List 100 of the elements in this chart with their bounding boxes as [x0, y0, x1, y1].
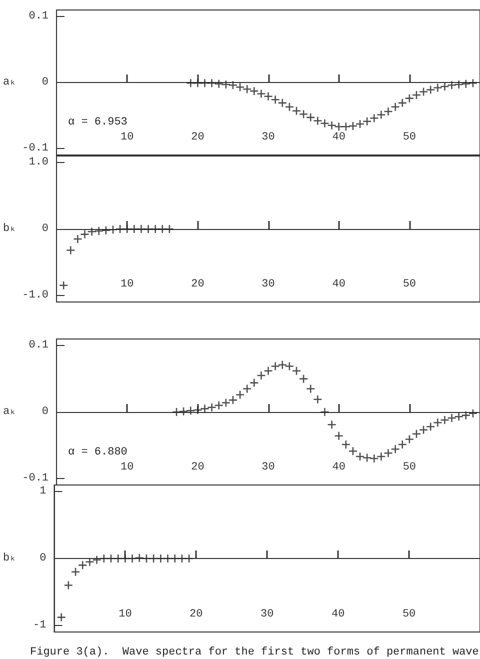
point — [377, 110, 386, 119]
point — [74, 234, 82, 243]
y-tick-label: 0.1 — [28, 340, 49, 352]
point — [468, 409, 477, 418]
y-tick-label: 0.1 — [28, 10, 49, 23]
point — [391, 102, 400, 111]
point — [278, 360, 286, 369]
x-tick-label: 10 — [120, 278, 134, 290]
point — [292, 366, 300, 375]
point — [194, 79, 202, 88]
point — [271, 362, 280, 370]
x-tick-label: 40 — [331, 608, 345, 620]
point — [257, 90, 266, 98]
point — [78, 561, 87, 570]
y-axis-title: aₖ — [2, 76, 16, 88]
point — [250, 378, 258, 387]
point — [300, 374, 308, 383]
point — [88, 228, 96, 236]
point — [250, 87, 258, 96]
point — [200, 79, 209, 88]
y-tick-label: -1 — [33, 619, 47, 632]
point — [86, 558, 94, 566]
point — [135, 554, 144, 562]
y-tick-label: 0 — [42, 76, 49, 88]
x-tick-label: 30 — [260, 608, 274, 620]
x-tick-label: 30 — [262, 278, 275, 290]
point — [285, 102, 294, 111]
point — [128, 554, 136, 562]
point — [257, 372, 266, 380]
point — [228, 81, 237, 90]
point — [170, 554, 179, 562]
annotation: α = 6.953 — [68, 116, 128, 128]
point — [278, 98, 286, 107]
point — [314, 395, 322, 404]
y-tick-label: 1.0 — [28, 156, 49, 169]
point — [300, 110, 308, 118]
point — [384, 108, 392, 116]
point — [420, 88, 428, 96]
point — [363, 117, 372, 126]
x-tick-label: 20 — [191, 278, 204, 290]
x-tick-label: 30 — [262, 132, 275, 144]
y-axis-title: aₖ — [2, 406, 16, 418]
point — [214, 80, 223, 88]
x-tick-label: 10 — [120, 132, 134, 144]
x-tick-label: 30 — [262, 462, 275, 474]
point — [314, 116, 322, 125]
point — [454, 412, 463, 421]
point — [292, 106, 300, 115]
x-tick-label: 50 — [402, 278, 416, 290]
point — [121, 554, 130, 562]
point — [214, 401, 223, 410]
x-tick-label: 20 — [191, 462, 204, 474]
x-tick-label: 20 — [191, 132, 204, 144]
point — [108, 226, 117, 234]
point — [462, 411, 470, 420]
point — [64, 581, 72, 590]
point — [243, 384, 252, 393]
point — [454, 80, 463, 88]
point — [80, 230, 89, 238]
y-tick-label: 0 — [40, 552, 46, 564]
point — [66, 246, 75, 254]
annotation: α = 6.880 — [68, 446, 128, 458]
point — [405, 94, 414, 102]
point — [348, 447, 357, 456]
y-tick-label: 0 — [42, 223, 49, 235]
point — [306, 384, 315, 393]
point — [334, 432, 343, 440]
point — [440, 416, 449, 424]
point — [130, 225, 138, 233]
point — [320, 119, 329, 128]
point — [194, 406, 202, 414]
point — [370, 114, 378, 122]
point — [156, 554, 165, 562]
point — [236, 390, 244, 399]
point — [334, 122, 343, 131]
x-tick-label: 40 — [332, 462, 346, 474]
point — [391, 445, 400, 454]
point — [200, 404, 209, 413]
point — [384, 449, 392, 458]
point — [72, 568, 80, 576]
point — [264, 366, 272, 375]
point — [164, 554, 172, 562]
x-tick-label: 10 — [118, 608, 132, 620]
point — [151, 225, 160, 233]
point — [468, 79, 477, 88]
point — [285, 362, 294, 370]
point — [377, 452, 386, 460]
point — [144, 225, 152, 233]
point — [94, 226, 103, 235]
point — [426, 86, 435, 94]
y-axis-title: bₖ — [2, 552, 16, 564]
point — [306, 113, 315, 122]
x-tick-label: 50 — [402, 462, 416, 474]
y-tick-label: 0 — [42, 406, 49, 418]
point — [328, 420, 336, 429]
point — [92, 556, 101, 564]
x-tick-label: 40 — [332, 132, 346, 144]
point — [328, 121, 336, 130]
point — [102, 226, 110, 234]
point — [186, 406, 195, 415]
